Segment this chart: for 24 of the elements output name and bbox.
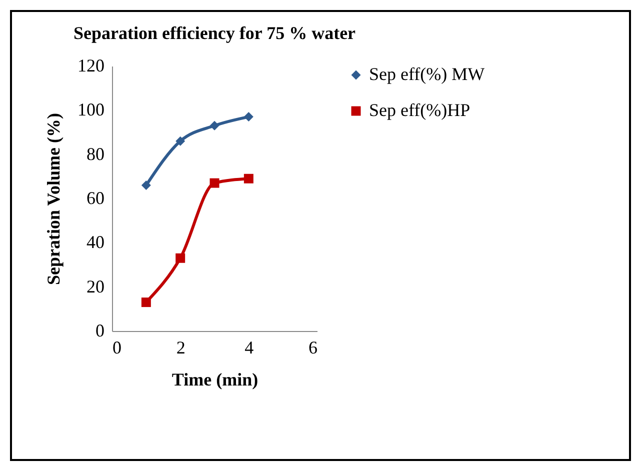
point bbox=[244, 112, 254, 122]
point bbox=[176, 136, 186, 146]
y-tick-label: 120 bbox=[78, 56, 104, 76]
legend-label: Sep eff(%)HP bbox=[369, 100, 470, 120]
point bbox=[244, 174, 254, 184]
y-tick-label: 80 bbox=[86, 144, 104, 164]
point bbox=[141, 298, 151, 308]
chart-title: Separation efficiency for 75 % water bbox=[73, 23, 356, 43]
x-axis-title: Time (min) bbox=[172, 370, 258, 390]
x-tick-label: 6 bbox=[308, 338, 318, 358]
y-tick-label: 40 bbox=[86, 232, 104, 252]
x-tick-label: 2 bbox=[176, 338, 186, 358]
point bbox=[210, 178, 220, 188]
x-tick-label: 4 bbox=[244, 338, 254, 358]
point bbox=[141, 180, 151, 190]
y-tick-label: 0 bbox=[96, 320, 104, 340]
point bbox=[210, 120, 220, 130]
y-tick-label: 60 bbox=[86, 188, 104, 208]
point bbox=[176, 253, 186, 263]
y-tick-label: 100 bbox=[78, 100, 104, 120]
x-tick-label: 0 bbox=[112, 338, 122, 358]
legend-label: Sep eff(%) MW bbox=[369, 64, 485, 84]
y-axis-title: Sepration Volume (%) bbox=[44, 112, 64, 286]
y-tick-label: 20 bbox=[86, 276, 104, 296]
